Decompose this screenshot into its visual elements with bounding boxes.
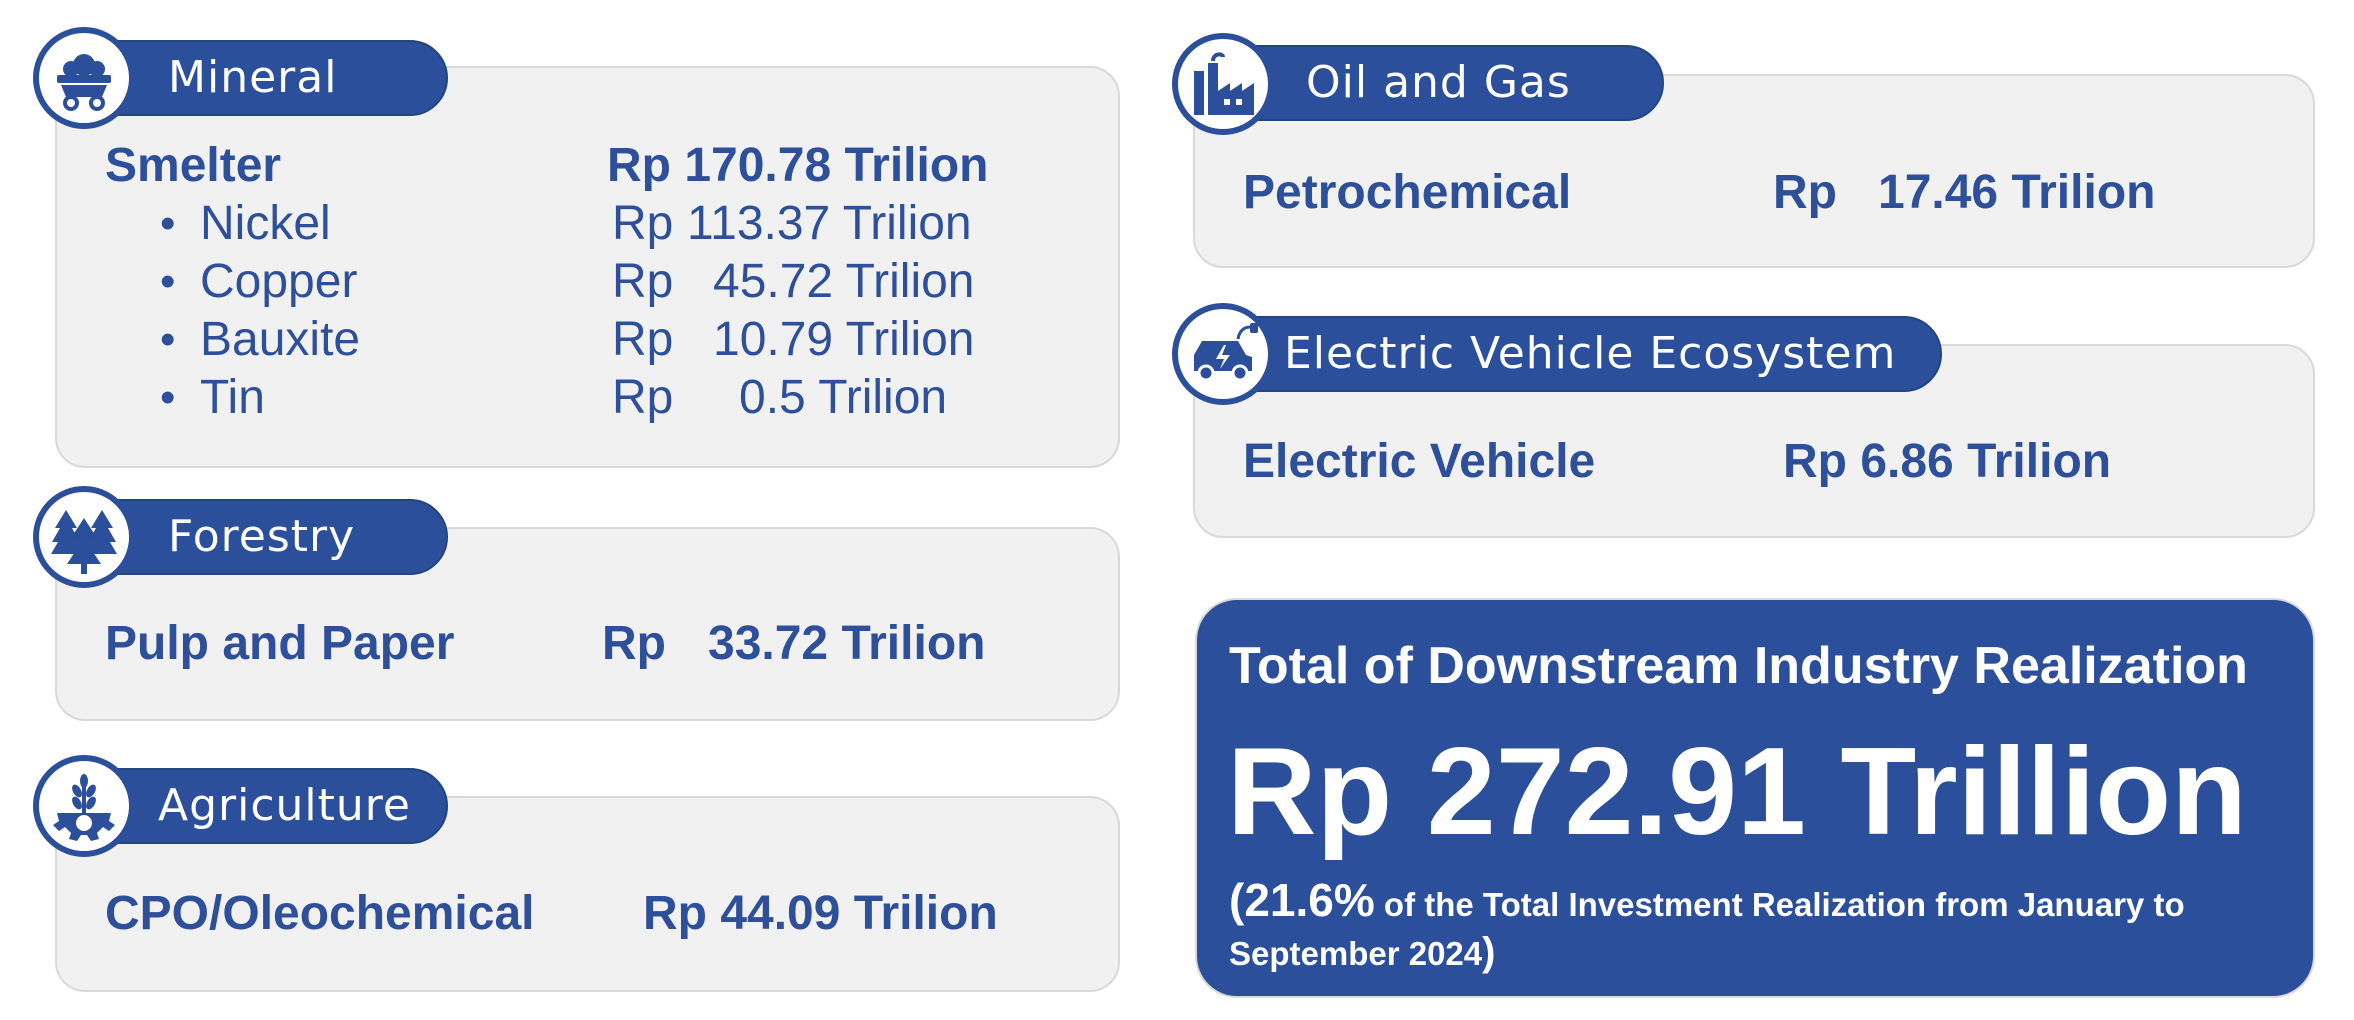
copper-value: 45.72 Trilion: [713, 255, 975, 308]
bullet: •: [160, 257, 176, 306]
ev-header: Electric Vehicle Ecosystem: [1214, 316, 1942, 392]
smelter-label: Smelter: [105, 139, 282, 192]
cpo-label: CPO/Oleochemical: [105, 887, 535, 940]
bauxite-rp: Rp: [612, 313, 674, 366]
petrochemical-value: 17.46 Trilion: [1878, 166, 2156, 219]
copper-rp: Rp: [612, 255, 674, 308]
wheat-gear-icon: [33, 755, 135, 857]
ev-title: Electric Vehicle Ecosystem: [1284, 328, 1897, 379]
bullet: •: [160, 199, 176, 248]
bullet: •: [160, 315, 176, 364]
forestry-title: Forestry: [168, 511, 356, 562]
smelter-value: Rp 170.78 Trilion: [607, 139, 989, 192]
mineral-header: Mineral: [70, 40, 448, 116]
total-note-date: September 2024: [1229, 935, 1483, 972]
total-percent: 21.6%: [1244, 874, 1375, 926]
tin-rp: Rp: [612, 371, 674, 424]
nickel-value: 113.37 Trilion: [687, 197, 972, 250]
tin-label: Tin: [200, 371, 265, 424]
total-close-paren: ): [1482, 930, 1496, 974]
pulp-rp: Rp: [602, 617, 666, 670]
ev-value: Rp 6.86 Trilion: [1783, 435, 2112, 488]
bullet: •: [160, 373, 176, 422]
petrochemical-rp: Rp: [1773, 166, 1837, 219]
bauxite-label: Bauxite: [200, 313, 361, 366]
petrochemical-label: Petrochemical: [1243, 166, 1572, 219]
total-note-line1: (21.6% of the Total Investment Realizati…: [1229, 872, 2185, 933]
total-note-line2: September 2024): [1229, 924, 1495, 982]
bauxite-value: 10.79 Trilion: [713, 313, 975, 366]
total-heading: Total of Downstream Industry Realization: [1229, 637, 2248, 695]
mineral-card: [55, 66, 1120, 468]
pulp-value: 33.72 Trilion: [708, 617, 986, 670]
copper-label: Copper: [200, 255, 358, 308]
factory-icon: [1172, 33, 1274, 135]
pulp-label: Pulp and Paper: [105, 617, 455, 670]
mineral-title: Mineral: [168, 52, 338, 103]
tin-value: 0.5 Trilion: [739, 371, 948, 424]
agriculture-header: Agriculture: [70, 768, 448, 844]
nickel-label: Nickel: [200, 197, 331, 250]
total-open-paren: (: [1229, 874, 1245, 926]
mining-cart-icon: [33, 27, 135, 129]
total-amount: Rp 272.91 Trillion: [1227, 723, 2247, 861]
total-realization-card: Total of Downstream Industry Realization…: [1195, 598, 2315, 998]
oil-gas-title: Oil and Gas: [1306, 57, 1571, 108]
cpo-value: Rp 44.09 Trilion: [643, 887, 998, 940]
ev-label: Electric Vehicle: [1243, 435, 1596, 488]
oil-gas-header: Oil and Gas: [1214, 45, 1664, 121]
pine-trees-icon: [33, 486, 135, 588]
nickel-rp: Rp: [612, 197, 674, 250]
electric-car-icon: [1172, 303, 1274, 405]
total-note-text: of the Total Investment Realization from…: [1374, 886, 2185, 923]
agriculture-title: Agriculture: [158, 780, 411, 831]
